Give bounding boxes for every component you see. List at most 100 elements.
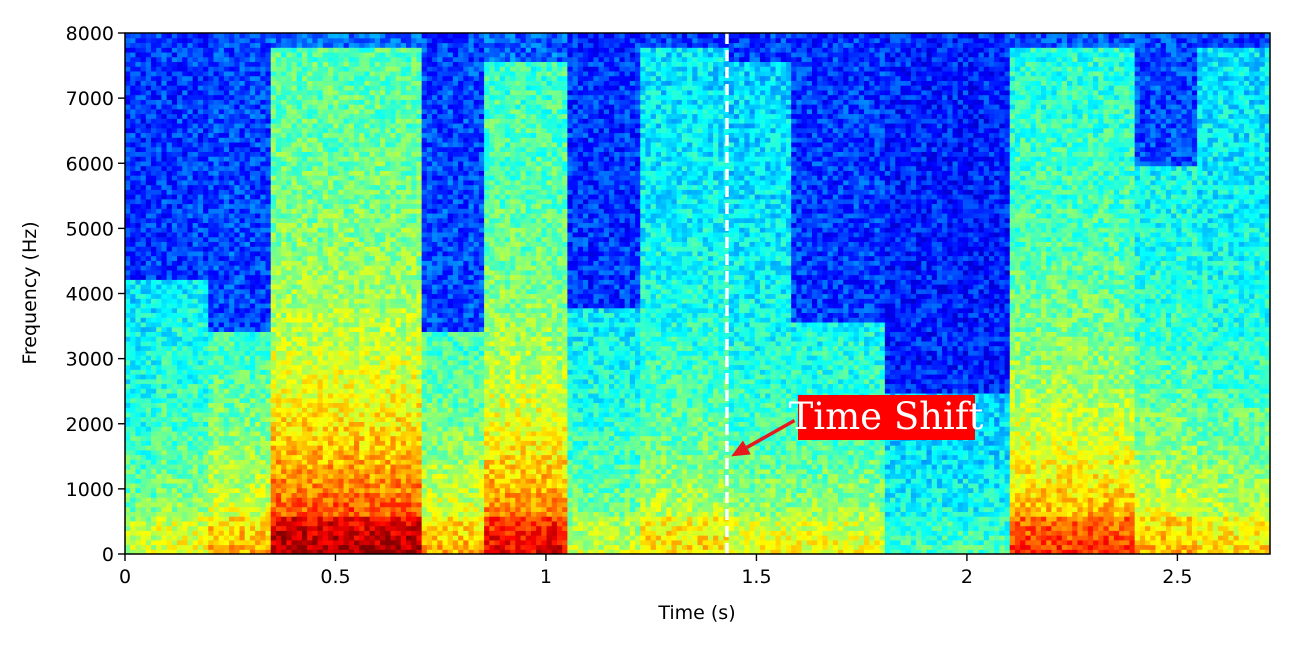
heatmap-cell xyxy=(260,298,266,303)
heatmap-cell xyxy=(182,208,188,213)
heatmap-cell xyxy=(250,402,256,407)
heatmap-cell xyxy=(333,128,339,133)
heatmap-cell xyxy=(281,47,287,52)
heatmap-cell xyxy=(130,455,136,460)
heatmap-cell xyxy=(219,511,225,516)
heatmap-cell xyxy=(281,57,287,62)
heatmap-cell xyxy=(271,497,277,502)
heatmap-cell xyxy=(245,256,251,261)
heatmap-cell xyxy=(208,374,214,379)
heatmap-cell xyxy=(260,526,266,531)
heatmap-cell xyxy=(219,350,225,355)
heatmap-cell xyxy=(276,180,282,185)
heatmap-cell xyxy=(338,412,344,417)
heatmap-cell xyxy=(297,336,303,341)
heatmap-cell xyxy=(130,204,136,209)
heatmap-cell xyxy=(250,227,256,232)
heatmap-cell xyxy=(281,175,287,180)
heatmap-cell xyxy=(177,459,183,464)
heatmap-cell xyxy=(307,469,313,474)
heatmap-cell xyxy=(135,114,141,119)
heatmap-cell xyxy=(135,128,141,133)
heatmap-cell xyxy=(266,473,272,478)
heatmap-cell xyxy=(146,436,152,441)
heatmap-cell xyxy=(219,502,225,507)
heatmap-cell xyxy=(250,118,256,123)
heatmap-cell xyxy=(286,365,292,370)
heatmap-cell xyxy=(344,204,350,209)
heatmap-cell xyxy=(255,161,261,166)
heatmap-cell xyxy=(182,109,188,114)
heatmap-cell xyxy=(240,540,246,545)
heatmap-cell xyxy=(255,469,261,474)
heatmap-cell xyxy=(193,232,199,237)
heatmap-cell xyxy=(338,502,344,507)
heatmap-cell xyxy=(167,298,173,303)
heatmap-cell xyxy=(333,175,339,180)
heatmap-cell xyxy=(229,175,235,180)
heatmap-cell xyxy=(323,118,329,123)
heatmap-cell xyxy=(323,469,329,474)
heatmap-cell xyxy=(333,66,339,71)
heatmap-cell xyxy=(219,521,225,526)
heatmap-cell xyxy=(193,336,199,341)
heatmap-cell xyxy=(203,398,209,403)
heatmap-cell xyxy=(213,346,219,351)
heatmap-cell xyxy=(234,208,240,213)
heatmap-cell xyxy=(271,284,277,289)
heatmap-cell xyxy=(156,194,162,199)
heatmap-cell xyxy=(193,483,199,488)
heatmap-cell xyxy=(219,497,225,502)
heatmap-cell xyxy=(161,57,167,62)
heatmap-cell xyxy=(349,208,355,213)
heatmap-cell xyxy=(161,218,167,223)
heatmap-cell xyxy=(260,71,266,76)
heatmap-cell xyxy=(281,123,287,128)
heatmap-cell xyxy=(182,175,188,180)
heatmap-cell xyxy=(182,265,188,270)
heatmap-cell xyxy=(156,256,162,261)
heatmap-cell xyxy=(187,431,193,436)
heatmap-cell xyxy=(219,104,225,109)
heatmap-cell xyxy=(229,383,235,388)
heatmap-cell xyxy=(240,298,246,303)
heatmap-cell xyxy=(167,275,173,280)
heatmap-cell xyxy=(260,175,266,180)
heatmap-cell xyxy=(255,507,261,512)
heatmap-cell xyxy=(208,279,214,284)
heatmap-cell xyxy=(338,445,344,450)
heatmap-cell xyxy=(208,114,214,119)
heatmap-cell xyxy=(141,241,147,246)
heatmap-cell xyxy=(213,246,219,251)
heatmap-cell xyxy=(255,336,261,341)
heatmap-cell xyxy=(286,90,292,95)
heatmap-cell xyxy=(208,379,214,384)
heatmap-cell xyxy=(141,156,147,161)
heatmap-cell xyxy=(344,294,350,299)
heatmap-cell xyxy=(219,170,225,175)
heatmap-cell xyxy=(135,185,141,190)
heatmap-cell xyxy=(344,336,350,341)
heatmap-cell xyxy=(323,275,329,280)
heatmap-cell xyxy=(312,459,318,464)
heatmap-cell xyxy=(198,137,204,142)
heatmap-cell xyxy=(224,42,230,47)
heatmap-cell xyxy=(260,256,266,261)
heatmap-cell xyxy=(177,336,183,341)
heatmap-cell xyxy=(276,222,282,227)
heatmap-cell xyxy=(167,175,173,180)
heatmap-cell xyxy=(354,417,360,422)
heatmap-cell xyxy=(323,298,329,303)
heatmap-cell xyxy=(328,47,334,52)
heatmap-cell xyxy=(286,459,292,464)
heatmap-cell xyxy=(234,85,240,90)
heatmap-cell xyxy=(323,445,329,450)
heatmap-cell xyxy=(323,341,329,346)
heatmap-cell xyxy=(297,511,303,516)
heatmap-cell xyxy=(250,464,256,469)
heatmap-cell xyxy=(240,47,246,52)
heatmap-cell xyxy=(318,123,324,128)
heatmap-cell xyxy=(213,33,219,38)
heatmap-cell xyxy=(328,189,334,194)
heatmap-cell xyxy=(172,213,178,218)
